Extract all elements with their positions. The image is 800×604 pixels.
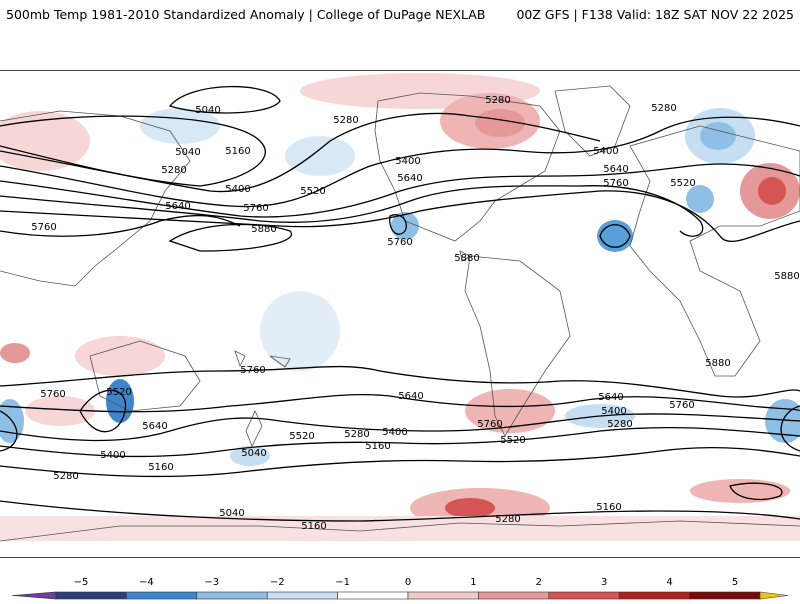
svg-text:5400: 5400: [225, 184, 250, 195]
colorbar-tick-label: −2: [270, 577, 285, 588]
svg-text:5160: 5160: [301, 521, 326, 532]
colorbar-tick-label: −1: [335, 577, 350, 588]
svg-text:5400: 5400: [593, 146, 618, 157]
svg-text:5040: 5040: [219, 508, 244, 519]
svg-text:5400: 5400: [382, 427, 407, 438]
svg-text:5280: 5280: [651, 103, 676, 114]
anomaly-map: 5040 5280 5280 5280 5040 5160 5280 5400 …: [0, 73, 800, 542]
svg-text:5280: 5280: [161, 165, 186, 176]
svg-text:5640: 5640: [397, 173, 422, 184]
svg-text:5160: 5160: [596, 502, 621, 513]
svg-text:5160: 5160: [365, 441, 390, 452]
colorbar-segment: [266, 591, 338, 600]
colorbar-extend-high: [759, 591, 789, 600]
svg-text:5520: 5520: [106, 387, 131, 398]
anomaly-colorbar: −5 −4 −3 −2 −1 0 1 2 3 4 5: [0, 568, 800, 600]
colorbar-tick-label: 3: [601, 577, 607, 588]
svg-text:5520: 5520: [670, 178, 695, 189]
colorbar-tick-label: −5: [74, 577, 89, 588]
colorbar-tick-label: 2: [536, 577, 542, 588]
svg-text:5760: 5760: [477, 419, 502, 430]
colorbar-tick-label: −4: [139, 577, 154, 588]
svg-text:5880: 5880: [251, 224, 276, 235]
svg-text:5160: 5160: [148, 462, 173, 473]
svg-text:5400: 5400: [100, 450, 125, 461]
colorbar-graphic: −5 −4 −3 −2 −1 0 1 2 3 4 5: [11, 577, 789, 600]
svg-text:5040: 5040: [241, 448, 266, 459]
colorbar-segment: [407, 591, 479, 600]
colorbar-tick-label: 0: [405, 577, 411, 588]
svg-text:5760: 5760: [31, 222, 56, 233]
svg-text:5280: 5280: [607, 419, 632, 430]
svg-text:5640: 5640: [603, 164, 628, 175]
product-title: 500mb Temp 1981-2010 Standardized Anomal…: [6, 7, 486, 22]
coastlines: [0, 85, 800, 542]
colorbar-segment: [548, 591, 620, 600]
colorbar-segment: [689, 591, 761, 600]
colorbar-segment: [126, 591, 198, 600]
colorbar-tick-label: 5: [732, 577, 738, 588]
svg-text:5640: 5640: [598, 392, 623, 403]
svg-text:5760: 5760: [603, 178, 628, 189]
colorbar-segment: [196, 591, 268, 600]
svg-text:5400: 5400: [601, 406, 626, 417]
height-contours: [0, 85, 800, 522]
svg-text:5640: 5640: [142, 421, 167, 432]
svg-text:5520: 5520: [500, 435, 525, 446]
svg-text:5040: 5040: [195, 105, 220, 116]
colorbar-segment: [478, 591, 550, 600]
svg-text:5400: 5400: [395, 156, 420, 167]
anomaly-shading: [0, 73, 800, 541]
svg-text:5880: 5880: [454, 253, 479, 264]
colorbar-extend-low: [11, 591, 57, 600]
svg-text:5760: 5760: [240, 365, 265, 376]
svg-text:5760: 5760: [669, 400, 694, 411]
svg-text:5640: 5640: [398, 391, 423, 402]
map-panel[interactable]: 5040 5280 5280 5280 5040 5160 5280 5400 …: [0, 70, 800, 558]
colorbar-segment: [337, 591, 409, 600]
svg-text:5280: 5280: [333, 115, 358, 126]
contour-labels: 5040 5280 5280 5280 5040 5160 5280 5400 …: [31, 95, 799, 532]
colorbar-segment: [618, 591, 690, 600]
svg-text:5760: 5760: [387, 237, 412, 248]
svg-text:5280: 5280: [485, 95, 510, 106]
svg-text:5520: 5520: [300, 186, 325, 197]
colorbar-tick-label: 4: [666, 577, 672, 588]
svg-text:5760: 5760: [40, 389, 65, 400]
svg-text:5880: 5880: [705, 358, 730, 369]
svg-text:5520: 5520: [289, 431, 314, 442]
svg-text:5880: 5880: [774, 271, 799, 282]
model-run-info: 00Z GFS | F138 Valid: 18Z SAT NOV 22 202…: [516, 7, 794, 22]
svg-text:5040: 5040: [175, 147, 200, 158]
svg-text:5280: 5280: [53, 471, 78, 482]
colorbar-segment: [55, 591, 127, 600]
svg-text:5640: 5640: [165, 201, 190, 212]
svg-text:5280: 5280: [495, 514, 520, 525]
colorbar-tick-label: −3: [204, 577, 219, 588]
colorbar-tick-label: 1: [470, 577, 476, 588]
svg-text:5760: 5760: [243, 203, 268, 214]
svg-text:5160: 5160: [225, 146, 250, 157]
svg-text:5280: 5280: [344, 429, 369, 440]
map-header: 500mb Temp 1981-2010 Standardized Anomal…: [0, 0, 800, 28]
